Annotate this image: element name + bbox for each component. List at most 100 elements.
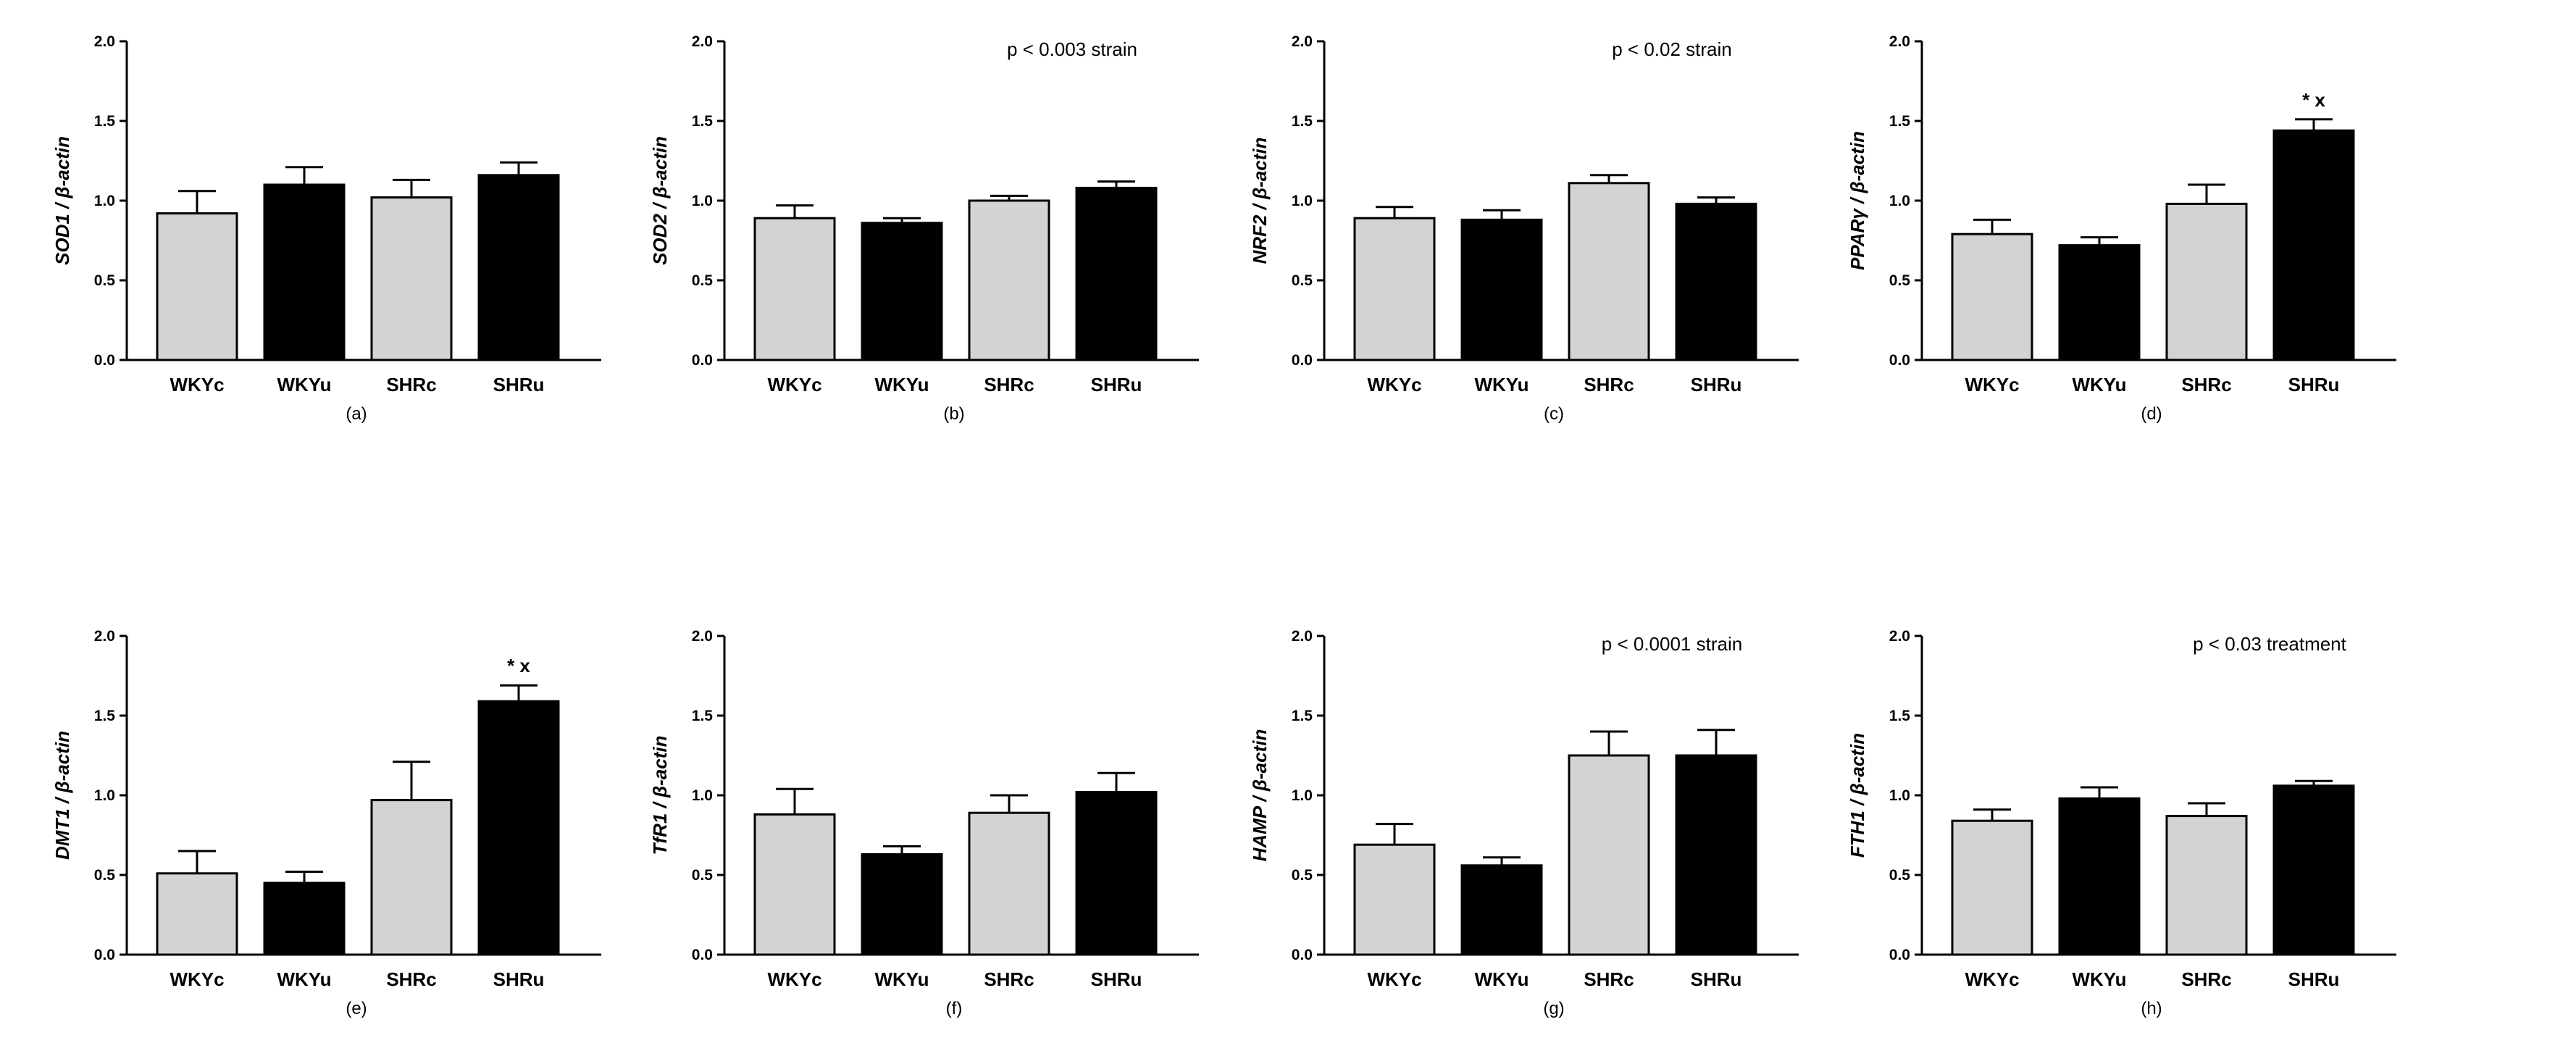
bar-SHRc	[1568, 182, 1650, 361]
y-tick-label: 1.0	[94, 193, 115, 209]
bar-WKYc	[1951, 233, 2033, 361]
panel-label: (h)	[2141, 999, 2162, 1018]
bar-WKYu	[861, 222, 943, 361]
y-tick-label: 2.0	[1889, 33, 1910, 50]
chart-panel-c: 0.0 0.5 1.0 1.5 2.0 NRF2 / β-actin WKYc WKYu SHR…	[1249, 33, 1799, 424]
y-tick-label: 1.0	[1889, 193, 1910, 209]
bar-WKYu	[861, 853, 943, 956]
y-tick-label: 2.0	[1292, 628, 1313, 645]
y-tick-label: 0.5	[1889, 272, 1911, 289]
x-category-label: WKYu	[2072, 374, 2126, 395]
y-tick-label: 0.5	[94, 272, 116, 289]
x-category-label: WKYc	[767, 374, 821, 395]
bar-SHRc	[968, 811, 1050, 956]
bar-SHRc	[370, 799, 453, 956]
bar-WKYc	[1353, 217, 1436, 361]
y-tick-label: 0.5	[1292, 867, 1313, 884]
bar-WKYu	[263, 881, 346, 956]
x-category-label: SHRc	[2181, 968, 2231, 990]
x-category-label: SHRc	[2181, 374, 2231, 395]
bar-WKYu	[263, 183, 346, 361]
x-category-label: SHRu	[493, 374, 545, 395]
bar-SHRu	[1675, 754, 1757, 956]
x-category-label: WKYc	[170, 374, 224, 395]
y-tick-label: 1.5	[94, 708, 116, 724]
y-axis-label: DMT1 / β-actin	[51, 731, 73, 860]
y-tick-label: 1.5	[1292, 113, 1313, 130]
y-tick-label: 1.5	[1889, 113, 1911, 130]
chart-panel-d: 0.0 0.5 1.0 1.5 2.0 PPARγ / β-actin WKYc WKYu SH…	[1847, 33, 2396, 424]
y-tick-label: 0.5	[1292, 272, 1313, 289]
chart-panel-g: 0.0 0.5 1.0 1.5 2.0 HAMP / β-actin WKYc WKYu SHR…	[1249, 628, 1799, 1018]
bar-SHRu	[1675, 202, 1757, 361]
y-axis-label: FTH1 / β-actin	[1847, 733, 1868, 858]
stat-annotation: p < 0.0001 strain	[1602, 633, 1742, 655]
y-tick-label: 1.5	[94, 113, 116, 130]
y-tick-label: 0.0	[94, 352, 115, 369]
y-tick-label: 0.5	[1889, 867, 1911, 884]
y-tick-label: 0.0	[692, 947, 713, 963]
x-category-label: WKYu	[1474, 968, 1529, 990]
bar-SHRu	[1075, 791, 1158, 956]
bar-SHRu	[477, 174, 560, 361]
bar-SHRc	[1568, 754, 1650, 956]
x-category-label: SHRu	[1691, 374, 1742, 395]
panel-label: (e)	[346, 999, 367, 1018]
y-tick-label: 0.0	[1889, 947, 1910, 963]
y-tick-label: 0.5	[94, 867, 116, 884]
y-tick-label: 1.5	[692, 113, 714, 130]
x-category-label: SHRc	[1584, 374, 1634, 395]
significance-label: * x	[507, 655, 530, 677]
panel-label: (c)	[1544, 404, 1564, 424]
x-category-label: WKYc	[1965, 374, 2019, 395]
y-axis-label: SOD2 / β-actin	[649, 136, 671, 265]
y-tick-label: 2.0	[1889, 628, 1910, 645]
bar-WKYu	[1460, 218, 1543, 361]
y-tick-label: 0.0	[692, 352, 713, 369]
bar-WKYu	[2058, 797, 2141, 956]
y-tick-label: 0.0	[94, 947, 115, 963]
y-tick-label: 2.0	[692, 628, 713, 645]
y-tick-label: 2.0	[692, 33, 713, 50]
x-category-label: WKYu	[277, 968, 331, 990]
y-axis-label: PPARγ / β-actin	[1847, 131, 1868, 270]
bar-WKYc	[156, 872, 238, 956]
x-category-label: SHRu	[1091, 968, 1142, 990]
stat-annotation: p < 0.03 treatment	[2193, 633, 2347, 655]
x-category-label: SHRu	[1091, 374, 1142, 395]
y-tick-label: 0.0	[1889, 352, 1910, 369]
y-tick-label: 2.0	[94, 628, 115, 645]
y-tick-label: 0.0	[1292, 352, 1313, 369]
x-category-label: SHRc	[984, 374, 1034, 395]
x-category-label: SHRu	[2288, 374, 2340, 395]
x-category-label: WKYu	[874, 374, 929, 395]
panel-label: (g)	[1543, 999, 1564, 1018]
bar-WKYc	[156, 212, 238, 361]
x-category-label: SHRc	[386, 374, 436, 395]
chart-panel-a: 0.0 0.5 1.0 1.5 2.0 SOD1 / β-actin WKYc WKYu SHR…	[51, 33, 601, 424]
x-category-label: WKYc	[1965, 968, 2019, 990]
panel-label: (a)	[346, 404, 367, 424]
x-category-label: WKYc	[170, 968, 224, 990]
y-tick-label: 1.5	[1292, 708, 1313, 724]
y-tick-label: 1.0	[1889, 787, 1910, 804]
bar-SHRc	[2165, 202, 2248, 361]
y-tick-label: 0.5	[692, 272, 714, 289]
bar-WKYu	[2058, 244, 2141, 361]
x-category-label: WKYu	[874, 968, 929, 990]
x-category-label: SHRu	[1691, 968, 1742, 990]
y-axis-label: TfR1 / β-actin	[649, 736, 671, 855]
bar-SHRu	[2272, 129, 2355, 361]
y-tick-label: 2.0	[1292, 33, 1313, 50]
bar-WKYc	[753, 217, 836, 361]
x-category-label: WKYc	[767, 968, 821, 990]
y-axis-label: SOD1 / β-actin	[51, 136, 73, 265]
bar-SHRu	[1075, 186, 1158, 361]
y-tick-label: 1.0	[1292, 787, 1313, 804]
x-category-label: SHRc	[1584, 968, 1634, 990]
y-tick-label: 1.5	[1889, 708, 1911, 724]
y-axis-label: NRF2 / β-actin	[1249, 137, 1271, 264]
y-tick-label: 1.0	[94, 787, 115, 804]
panel-label: (f)	[946, 999, 963, 1018]
x-category-label: WKYu	[1474, 374, 1529, 395]
